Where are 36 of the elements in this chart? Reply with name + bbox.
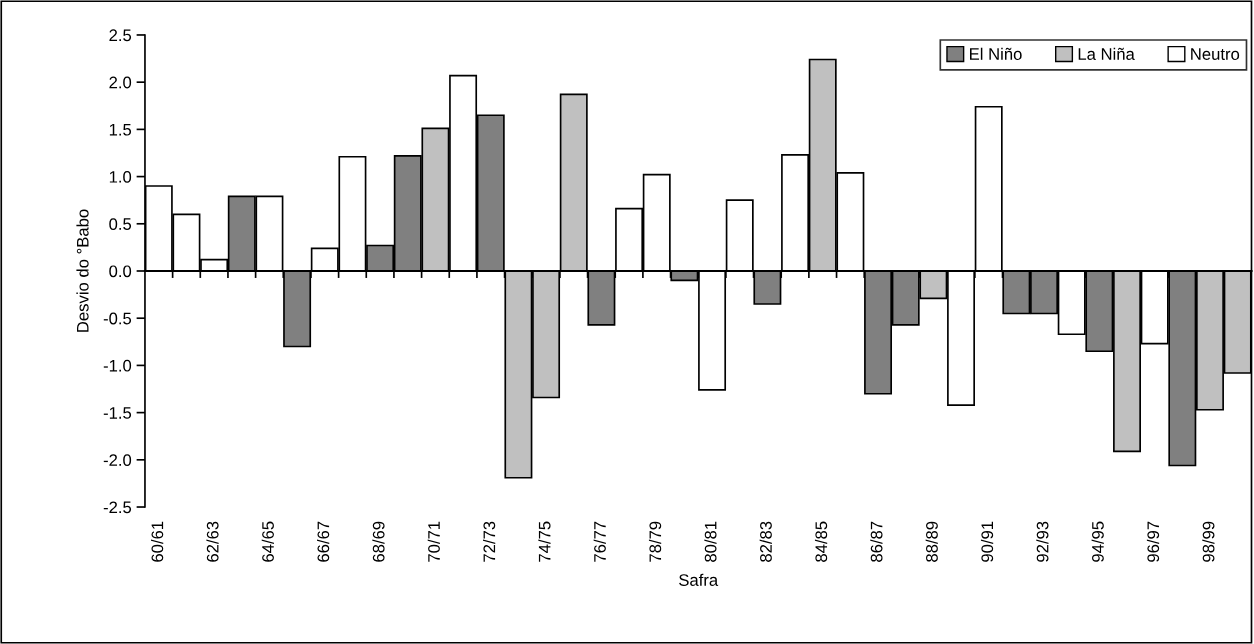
y-tick-label: 0.5 xyxy=(109,218,132,230)
x-tick-label: 64/65 xyxy=(261,521,274,562)
x-tick-label: 90/91 xyxy=(980,521,994,562)
x-tick-label: 98/99 xyxy=(1202,521,1215,562)
y-tick-label: -1.5 xyxy=(103,407,132,419)
legend-label: El Niño xyxy=(970,47,1022,60)
x-tick-label: 92/93 xyxy=(1036,521,1049,562)
y-tick-label: 1.5 xyxy=(109,123,132,136)
y-tick-label: -2.0 xyxy=(103,454,132,467)
x-tick-label: 82/83 xyxy=(759,521,772,562)
y-tick-label: -1.0 xyxy=(103,359,132,372)
y-axis-title: Desvio do °Babo xyxy=(76,209,89,332)
x-tick-label: 94/95 xyxy=(1091,521,1104,562)
x-tick-label: 60/61 xyxy=(151,521,164,562)
x-tick-label: 70/71 xyxy=(427,521,440,562)
x-tick-label: 72/73 xyxy=(482,521,496,562)
x-axis-title: Safra xyxy=(679,573,719,586)
legend-label: Neutro xyxy=(1191,48,1240,60)
x-tick-label: 96/97 xyxy=(1146,521,1160,562)
x-tick-label: 86/87 xyxy=(870,521,883,562)
y-tick-label: 2.0 xyxy=(109,76,132,89)
x-tick-label: 62/63 xyxy=(206,521,219,562)
y-tick-label: -0.5 xyxy=(103,312,132,325)
x-tick-label: 80/81 xyxy=(704,521,717,562)
legend-label: La Niña xyxy=(1078,47,1135,60)
x-tick-label: 78/79 xyxy=(648,521,662,562)
x-tick-label: 84/85 xyxy=(814,521,828,562)
y-tick-label: -2.5 xyxy=(103,501,132,514)
x-tick-label: 66/67 xyxy=(317,521,330,562)
x-tick-label: 88/89 xyxy=(925,521,938,562)
y-tick-label: 1.0 xyxy=(109,170,132,183)
x-tick-label: 68/69 xyxy=(372,521,385,562)
x-tick-label: 74/75 xyxy=(538,521,551,562)
y-tick-label: 2.5 xyxy=(109,29,132,42)
x-tick-label: 76/77 xyxy=(593,521,606,562)
y-tick-label: 0.0 xyxy=(109,265,132,278)
